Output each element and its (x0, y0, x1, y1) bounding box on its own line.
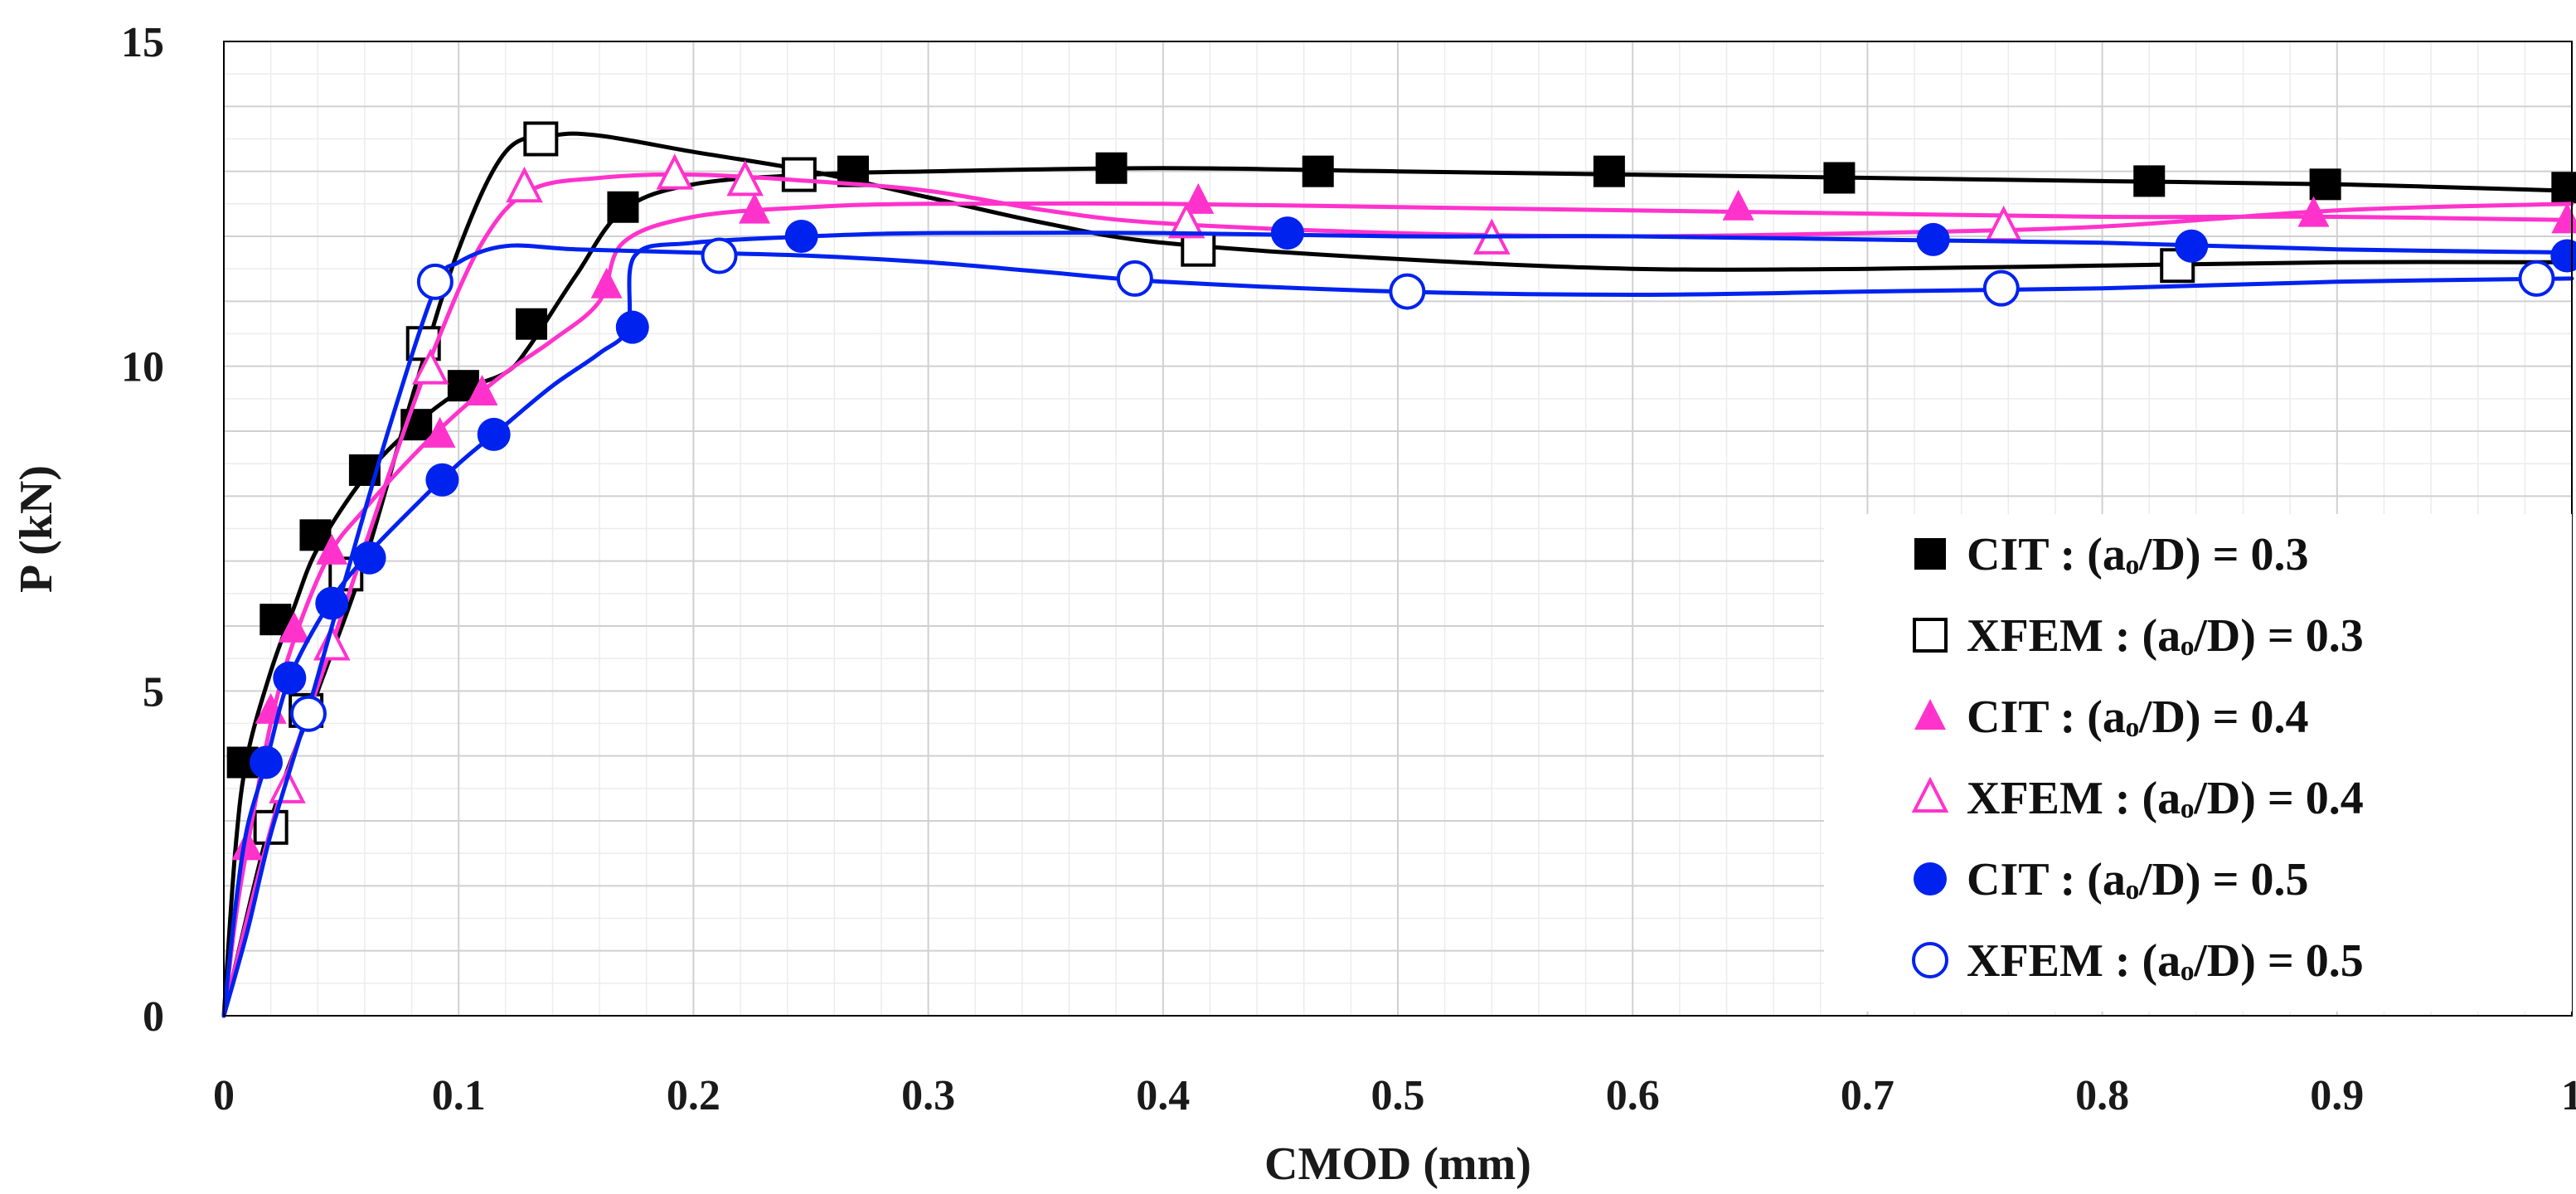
data-point (273, 661, 307, 695)
series-6 (221, 237, 2574, 1018)
data-point (781, 157, 817, 192)
series-5 (221, 216, 2576, 1018)
data-point (477, 417, 511, 451)
data-point (784, 220, 818, 253)
series-line (221, 243, 2574, 1018)
data-point (2551, 202, 2576, 234)
data-point (416, 263, 454, 300)
data-point (316, 533, 348, 565)
data-point (739, 192, 771, 224)
x-axis-title: CMOD (mm) (1264, 1138, 1531, 1190)
legend-marker (1914, 699, 1946, 730)
series-line (221, 231, 2574, 1018)
data-point (615, 310, 649, 344)
x-tick-label: 0.9 (2310, 1072, 2364, 1119)
data-point (2133, 165, 2166, 197)
x-tick-label: 0.1 (432, 1072, 486, 1119)
data-point (726, 160, 764, 197)
legend-marker (1914, 538, 1946, 570)
legend-marker (1911, 776, 1949, 813)
series-layer (221, 121, 2576, 1018)
legend-entry: XFEM : (aₒ/D) = 0.5 (1912, 935, 2364, 987)
data-point (1823, 162, 1856, 194)
data-point (2309, 168, 2341, 201)
y-tick-label: 5 (143, 668, 164, 716)
legend-entry: CIT : (aₒ/D) = 0.3 (1914, 529, 2308, 580)
data-point (289, 695, 327, 732)
x-tick-label: 0.8 (2075, 1072, 2129, 1119)
legend-marker (1912, 942, 1948, 978)
data-point (656, 153, 694, 190)
data-point (2518, 260, 2555, 297)
data-point (1270, 216, 1304, 250)
legend-label: CIT : (aₒ/D) = 0.4 (1967, 692, 2308, 743)
data-point (1916, 222, 1950, 256)
legend-entry: CIT : (aₒ/D) = 0.4 (1914, 692, 2308, 743)
data-point (506, 166, 543, 203)
legend-label: XFEM : (aₒ/D) = 0.3 (1967, 610, 2364, 662)
legend-box (1824, 514, 2572, 1012)
data-point (249, 745, 283, 779)
legend-label: CIT : (aₒ/D) = 0.5 (1967, 854, 2308, 905)
data-point (2175, 229, 2209, 263)
data-point (1181, 231, 1216, 267)
data-point (590, 267, 623, 298)
x-tick-label: 0.2 (667, 1072, 720, 1119)
data-point (1302, 155, 1334, 187)
data-point (411, 348, 449, 385)
legend-entry: XFEM : (aₒ/D) = 0.4 (1911, 773, 2364, 824)
data-point (523, 121, 559, 157)
series-line (221, 166, 2574, 1018)
x-tick-label: 0.3 (901, 1072, 955, 1119)
y-tick-label: 0 (143, 993, 164, 1041)
data-point (466, 375, 498, 405)
legend-marker (1914, 862, 1947, 896)
data-point (1167, 201, 1206, 239)
data-point (231, 829, 264, 861)
y-tick-labels: 0 5 10 15 (121, 19, 164, 1041)
legend-entry: XFEM : (aₒ/D) = 0.3 (1913, 610, 2364, 662)
legend-marker (1913, 618, 1948, 653)
data-point (701, 237, 738, 274)
data-point (1593, 155, 1625, 187)
data-point (2550, 239, 2576, 273)
x-tick-label: 0 (213, 1072, 235, 1119)
legend-entry: CIT : (aₒ/D) = 0.5 (1914, 854, 2308, 905)
data-point (1116, 260, 1153, 297)
data-point (1722, 189, 1754, 221)
data-point (515, 308, 547, 340)
x-tick-label: 0.6 (1606, 1072, 1660, 1119)
data-point (1389, 273, 1426, 310)
data-point (278, 611, 310, 643)
data-point (425, 463, 459, 497)
data-point (1095, 152, 1128, 184)
x-tick-label: 0.4 (1136, 1072, 1190, 1119)
legend-label: XFEM : (aₒ/D) = 0.5 (1967, 935, 2364, 987)
x-tick-label: 0.5 (1371, 1072, 1425, 1119)
legend-label: CIT : (aₒ/D) = 0.3 (1967, 529, 2308, 580)
x-tick-label: 1 (2561, 1072, 2576, 1119)
data-point (269, 767, 306, 803)
data-point (424, 416, 456, 448)
series-1 (221, 152, 2576, 1018)
y-tick-label: 15 (121, 19, 164, 66)
data-point (352, 541, 386, 575)
y-axis-title: P (kN) (11, 465, 62, 593)
data-point (1982, 269, 2020, 307)
data-point (607, 191, 639, 223)
legend-label: XFEM : (aₒ/D) = 0.4 (1967, 773, 2364, 824)
y-tick-label: 10 (121, 344, 164, 391)
legend: CIT : (aₒ/D) = 0.3 XFEM : (aₒ/D) = 0.3 CIT… (1824, 514, 2572, 1012)
x-tick-labels: 0 0.1 0.2 0.3 0.4 0.5 0.6 0.7 0.8 0.9 1 (213, 1072, 2576, 1119)
x-tick-label: 0.7 (1841, 1072, 1894, 1119)
data-point (1182, 182, 1215, 214)
